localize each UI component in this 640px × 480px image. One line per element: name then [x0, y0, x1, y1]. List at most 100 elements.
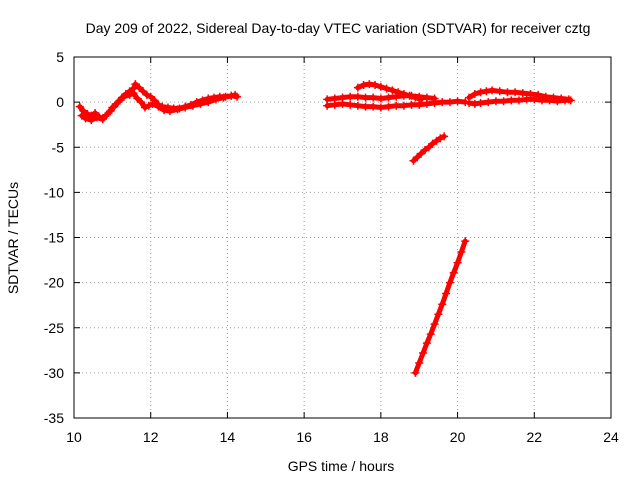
data-point — [388, 86, 397, 95]
x-tick-label: 24 — [603, 429, 619, 445]
axis-ticks: 10 12 14 16 18 20 22 24 5 0 -5 -10 -15 -20 -25 -30 -35 — [44, 49, 619, 445]
data-point — [91, 108, 100, 117]
data-point — [545, 96, 554, 105]
data-point — [422, 99, 431, 108]
data-point — [465, 99, 474, 108]
data-point — [457, 247, 466, 256]
data-point — [129, 89, 138, 98]
data-point — [119, 92, 128, 101]
data-point — [365, 80, 374, 89]
data-point — [369, 102, 378, 111]
data-point — [495, 87, 504, 96]
data-point — [424, 143, 433, 152]
data-point — [160, 106, 169, 115]
data-point — [353, 92, 362, 101]
data-point — [135, 83, 144, 92]
data-point — [376, 94, 385, 103]
data-point — [108, 103, 117, 112]
x-tick-label: 16 — [296, 429, 312, 445]
data-point — [484, 98, 493, 107]
data-point — [188, 101, 197, 110]
data-point — [371, 80, 380, 89]
data-point — [116, 96, 125, 105]
data-point — [461, 237, 470, 246]
data-point — [442, 289, 451, 298]
data-point — [338, 99, 347, 108]
data-point — [353, 83, 362, 92]
data-point — [154, 102, 163, 111]
x-tick-label: 12 — [143, 429, 159, 445]
data-point — [227, 91, 236, 100]
data-point — [482, 87, 491, 96]
data-point — [415, 100, 424, 109]
data-point — [417, 149, 426, 158]
data-point — [470, 99, 479, 108]
data-point — [438, 98, 447, 107]
x-tick-label: 14 — [220, 429, 236, 445]
y-tick-label: -30 — [44, 365, 64, 381]
data-point — [511, 88, 520, 97]
y-tick-label: -10 — [44, 184, 64, 200]
data-point — [399, 90, 408, 99]
data-point — [359, 80, 368, 89]
data-point — [144, 101, 153, 110]
data-point — [430, 99, 439, 108]
data-point — [112, 99, 121, 108]
data-point — [507, 96, 516, 105]
y-tick-label: 5 — [56, 49, 64, 65]
data-point — [146, 92, 155, 101]
data-point — [453, 97, 462, 106]
x-tick-label: 20 — [450, 429, 466, 445]
data-point — [392, 101, 401, 110]
y-tick-label: -35 — [44, 410, 64, 426]
data-point — [233, 92, 242, 101]
data-point — [211, 95, 220, 104]
data-point — [449, 268, 458, 277]
x-tick-label: 10 — [66, 429, 82, 445]
data-point — [526, 90, 535, 99]
data-point — [488, 86, 497, 95]
grid-lines — [74, 57, 611, 418]
data-point — [409, 156, 418, 165]
data-point — [361, 102, 370, 111]
chart-title: Day 209 of 2022, Sidereal Day-to-day VTE… — [86, 20, 591, 36]
data-point — [530, 95, 539, 104]
data-point — [411, 93, 420, 102]
y-tick-label: 0 — [56, 94, 64, 110]
data-point — [438, 300, 447, 309]
data-point — [537, 96, 546, 105]
data-point — [376, 103, 385, 112]
data-point — [503, 88, 512, 97]
data-point — [376, 82, 385, 91]
x-tick-label: 22 — [526, 429, 542, 445]
data-point — [181, 103, 190, 112]
data-point — [369, 93, 378, 102]
data-point — [384, 102, 393, 111]
data-point — [476, 88, 485, 97]
data-point — [204, 98, 213, 107]
data-point — [139, 87, 148, 96]
data-point — [413, 153, 422, 162]
data-point — [196, 99, 205, 108]
x-tick-label: 18 — [373, 429, 389, 445]
data-point — [137, 98, 146, 107]
data-point — [436, 134, 445, 143]
data-point — [173, 105, 182, 114]
data-point — [440, 132, 449, 141]
y-tick-label: -5 — [52, 139, 65, 155]
data-point — [445, 278, 454, 287]
y-tick-label: -15 — [44, 230, 64, 246]
data-point — [87, 116, 96, 125]
data-point — [417, 95, 426, 104]
data-point — [430, 320, 439, 329]
data-point — [353, 101, 362, 110]
data-point — [411, 368, 420, 377]
data-point — [518, 89, 527, 98]
data-point — [75, 102, 84, 111]
data-point — [142, 90, 151, 99]
data-point — [125, 90, 134, 99]
y-axis-label: SDTVAR / TECUs — [5, 182, 21, 294]
data-point — [566, 96, 575, 105]
data-point — [98, 115, 107, 124]
data-point — [419, 349, 428, 358]
